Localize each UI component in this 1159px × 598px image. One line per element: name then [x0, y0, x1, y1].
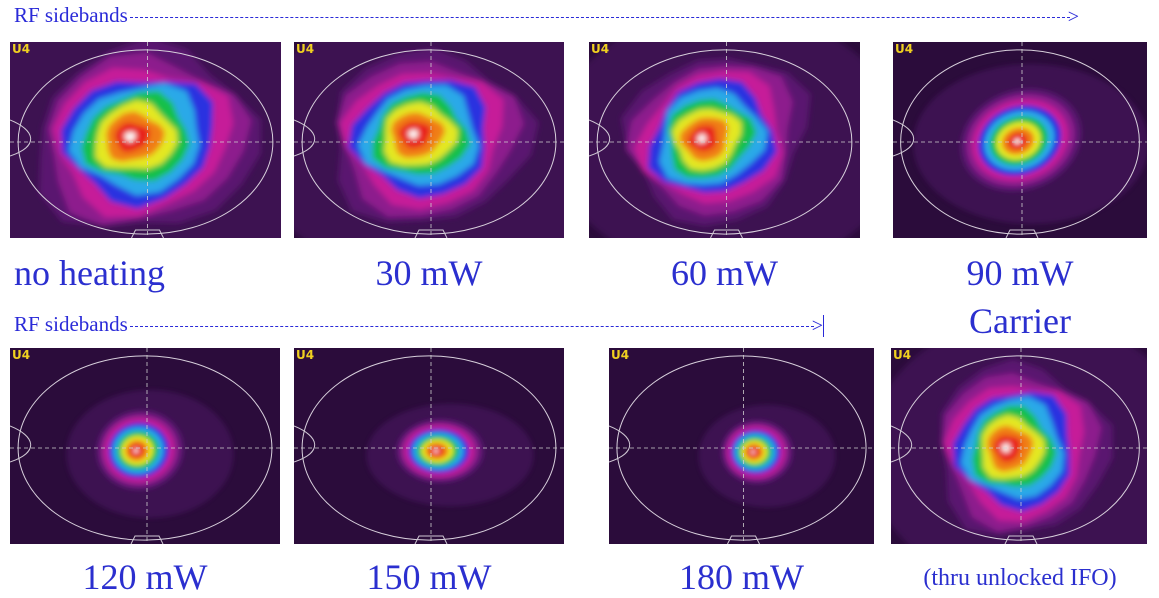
corner-tag: U4	[12, 348, 30, 362]
label-carrier: Carrier	[969, 301, 1071, 341]
rf-sidebands-arrow-row1: RF sidebands >	[14, 3, 1080, 29]
rf-sidebands-heading-row1: RF sidebands	[14, 3, 128, 27]
corner-tag: U4	[611, 348, 629, 362]
beam-image-60mw: U4	[589, 42, 860, 238]
beam-profile-plot: U4	[10, 42, 281, 238]
beam-profile-plot: U4	[891, 348, 1147, 544]
beam-profile-plot: U4	[589, 42, 860, 238]
beam-profile-plot: U4	[294, 42, 564, 238]
label-180mw: 180 mW	[679, 557, 804, 597]
corner-tag: U4	[296, 348, 314, 362]
corner-tag: U4	[895, 42, 913, 56]
corner-tag: U4	[12, 42, 30, 56]
label-120mw: 120 mW	[82, 557, 208, 597]
dashed-line	[129, 325, 814, 327]
beam-image-180mw: U4	[609, 348, 874, 544]
label-30mw: 30 mW	[375, 253, 483, 293]
beam-image-30mw: U4	[294, 42, 564, 238]
beam-image-no-heating: U4	[10, 42, 281, 238]
label-150mw: 150 mW	[366, 557, 492, 597]
bar-end	[823, 315, 825, 338]
rf-sidebands-arrow-row2: RF sidebands >	[14, 312, 825, 338]
beam-image-150mw: U4	[294, 348, 564, 544]
beam-profile-plot: U4	[609, 348, 874, 544]
beam-image-120mw: U4	[10, 348, 280, 544]
corner-tag: U4	[893, 348, 911, 362]
dashed-line	[129, 16, 1070, 18]
label-60mw: 60 mW	[671, 253, 778, 293]
beam-profile-plot: U4	[294, 348, 564, 544]
arrowhead-icon: >	[1067, 6, 1080, 29]
beam-image-90mw: U4	[893, 42, 1147, 238]
beam-image-carrier: U4	[891, 348, 1147, 544]
beam-profile-plot: U4	[10, 348, 280, 544]
rf-sidebands-heading-row2: RF sidebands	[14, 312, 128, 336]
corner-tag: U4	[296, 42, 314, 56]
arrowhead-icon: >	[811, 315, 824, 338]
label-no-heating: no heating	[14, 253, 165, 293]
beam-profile-plot: U4	[893, 42, 1147, 238]
label-90mw: 90 mW	[966, 253, 1074, 293]
label-unlocked-ifo: (thru unlocked IFO)	[923, 565, 1117, 591]
corner-tag: U4	[591, 42, 609, 56]
